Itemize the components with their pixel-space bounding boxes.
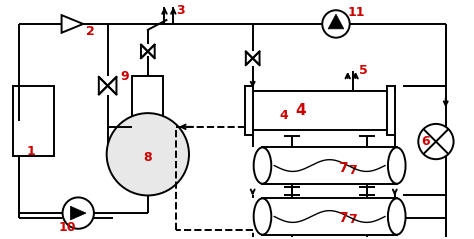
Text: 1: 1 (26, 145, 35, 158)
Circle shape (107, 113, 189, 196)
Text: 5: 5 (359, 65, 368, 77)
Polygon shape (108, 77, 117, 94)
Text: 2: 2 (86, 25, 95, 38)
Bar (132, 76, 164, 127)
Circle shape (322, 10, 350, 38)
Text: 7: 7 (338, 161, 347, 174)
Bar (13, 86, 54, 156)
Text: 7: 7 (338, 212, 347, 225)
Text: 7: 7 (348, 164, 356, 177)
Polygon shape (246, 51, 253, 65)
Ellipse shape (254, 198, 271, 235)
Text: 6: 6 (421, 135, 430, 148)
Polygon shape (99, 77, 108, 94)
Text: 9: 9 (120, 70, 129, 83)
Circle shape (63, 197, 94, 229)
Bar (263, 147, 397, 184)
Circle shape (418, 124, 454, 159)
Ellipse shape (388, 198, 406, 235)
Polygon shape (62, 15, 83, 33)
Text: 11: 11 (348, 6, 365, 19)
Text: 4: 4 (295, 103, 306, 118)
Text: 10: 10 (59, 221, 76, 234)
Polygon shape (328, 14, 344, 29)
Polygon shape (141, 44, 148, 58)
Text: 3: 3 (176, 4, 185, 17)
Ellipse shape (388, 147, 406, 184)
Polygon shape (71, 206, 86, 220)
Text: 4: 4 (279, 109, 288, 122)
Text: 7: 7 (348, 213, 356, 226)
Bar (245, 86, 253, 135)
Ellipse shape (254, 147, 271, 184)
Polygon shape (148, 44, 155, 58)
Bar (263, 198, 397, 235)
Polygon shape (253, 51, 260, 65)
Bar (253, 91, 387, 130)
Text: 8: 8 (144, 151, 152, 164)
Bar (387, 86, 395, 135)
